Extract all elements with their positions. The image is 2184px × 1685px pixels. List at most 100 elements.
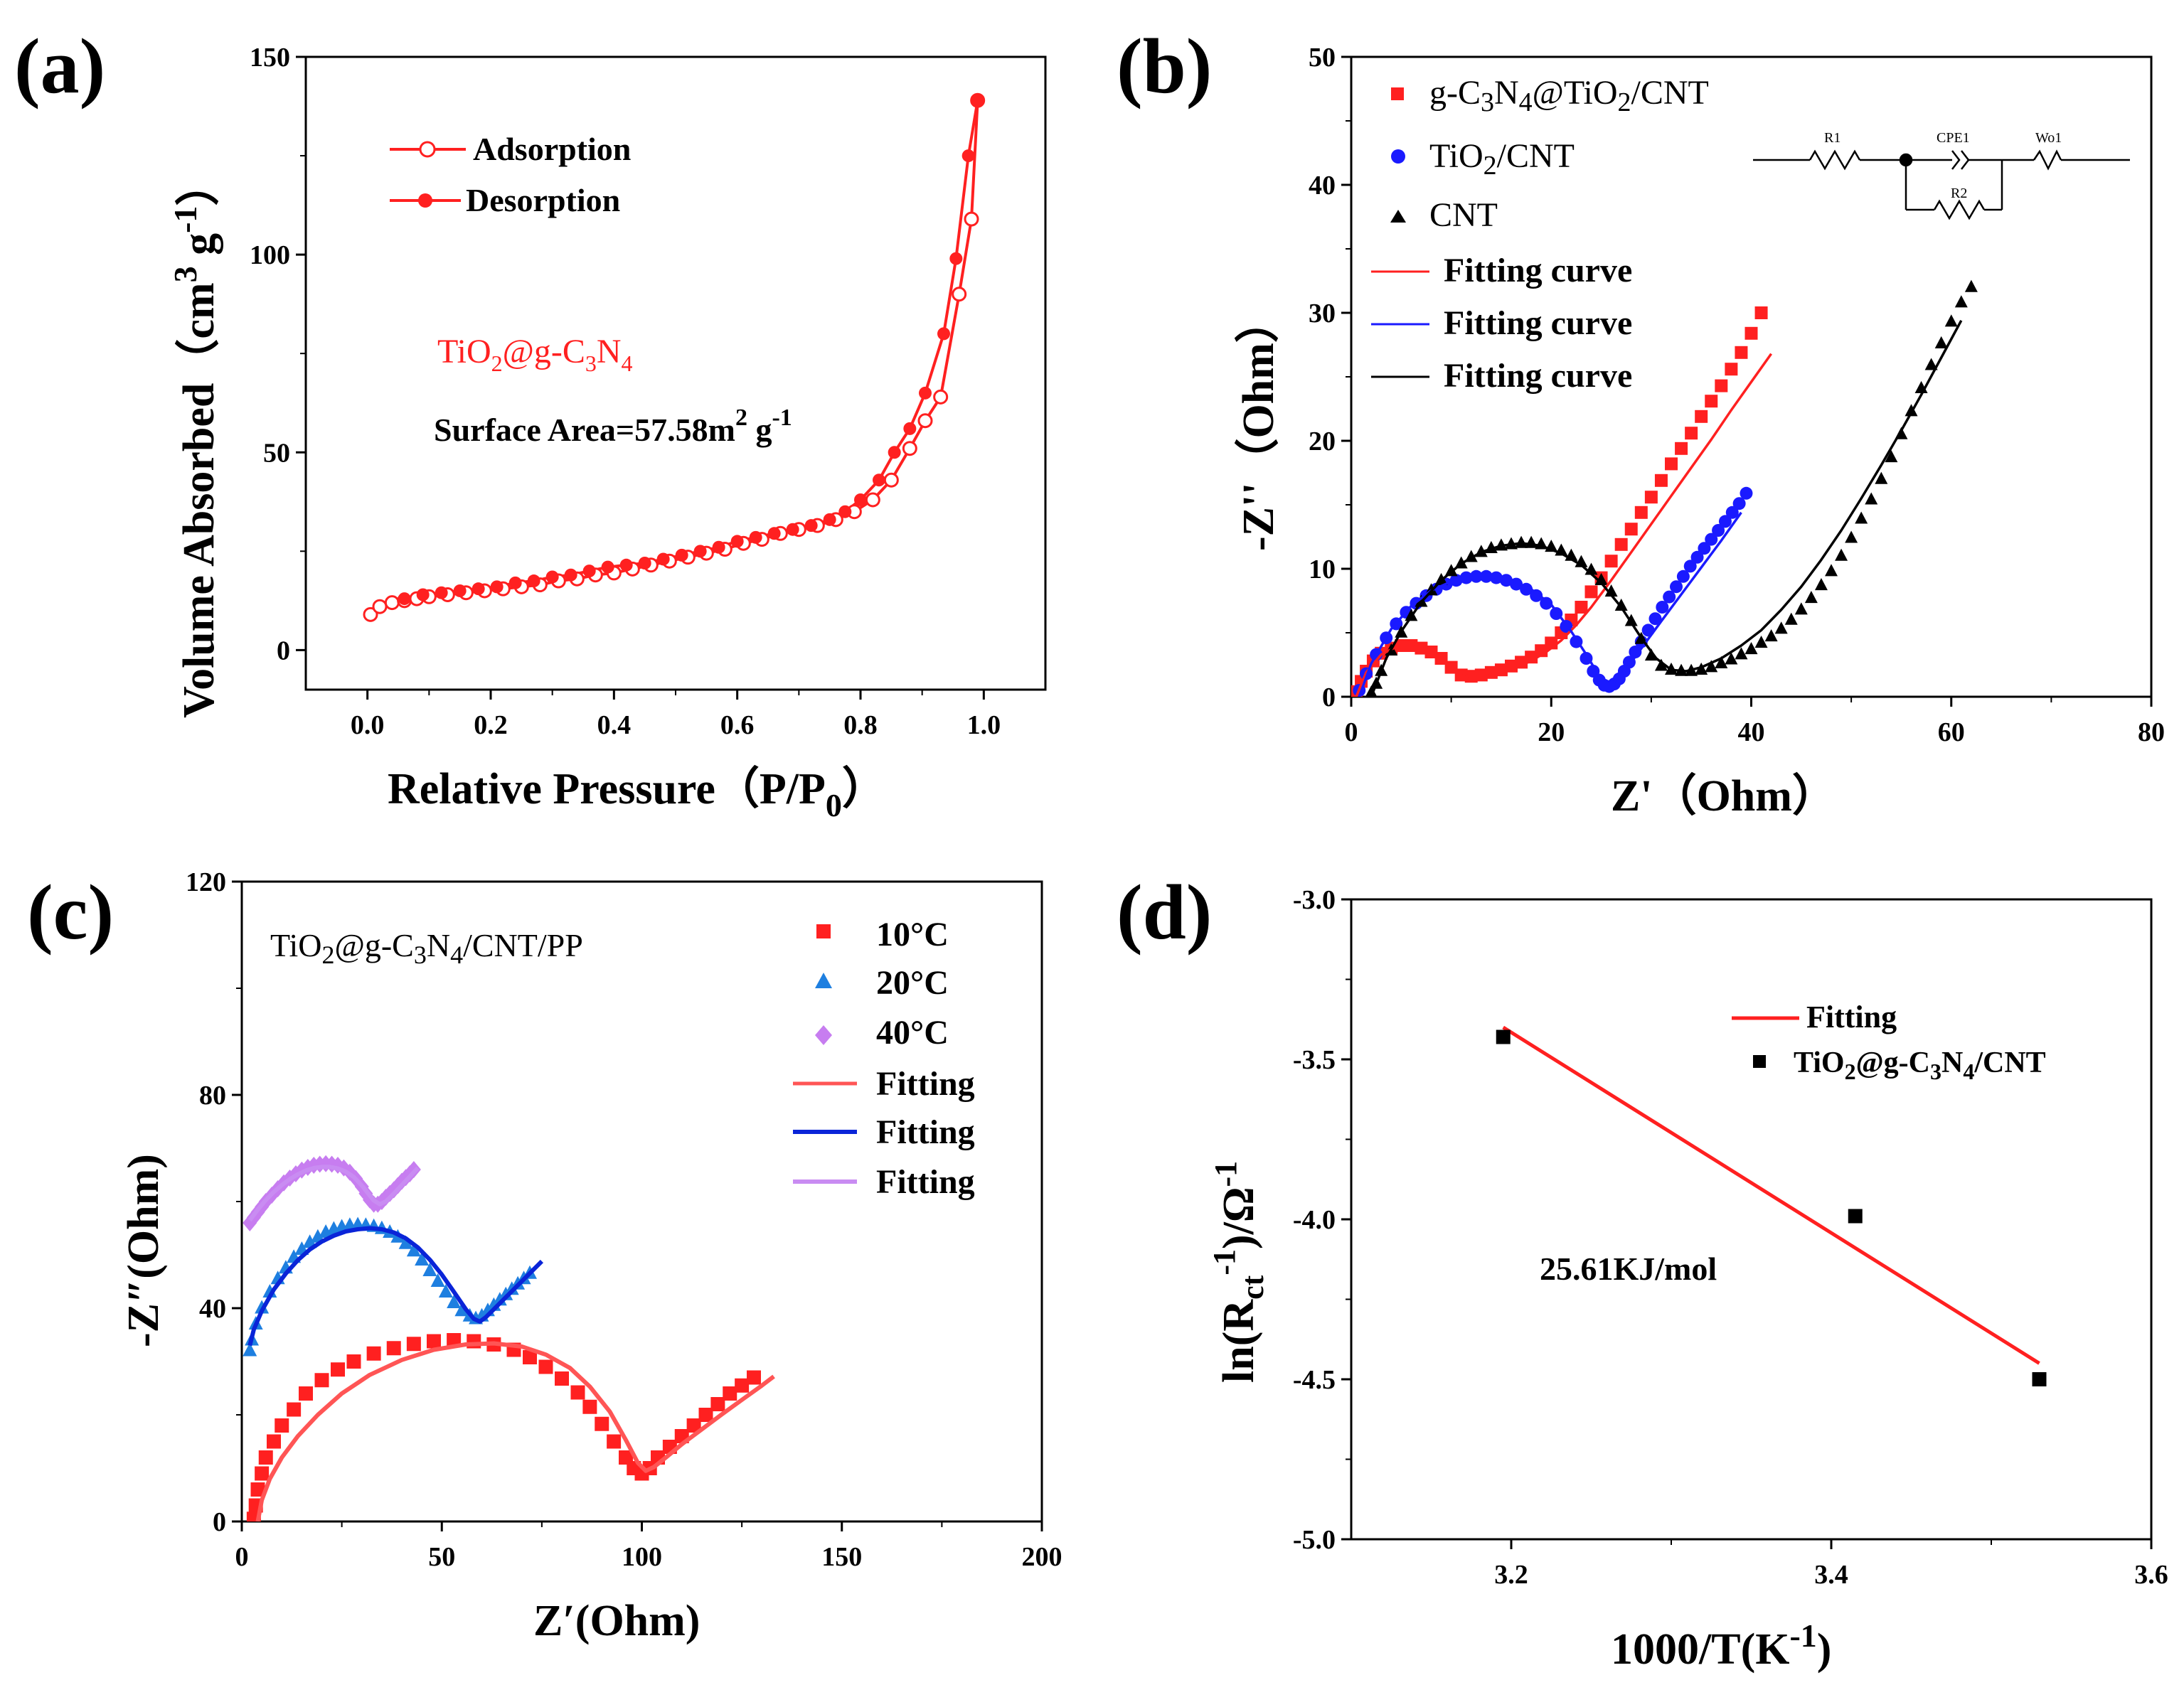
x-tick-label: 100 [622, 1542, 662, 1572]
panel-c-ylabel: -Z″(Ohm) [119, 1154, 168, 1347]
panel-d-ylabel: ln(Rct-1)/Ω-1 [1207, 1161, 1270, 1383]
adsorption-point [952, 287, 967, 302]
desorption-point [712, 540, 725, 554]
panel-d-activation-energy: 25.61KJ/mol [1540, 1251, 1717, 1287]
adsorption-point [902, 441, 917, 456]
y-tick-label: 80 [199, 1081, 226, 1111]
legend-c-10c-label: 10°C [876, 916, 949, 953]
fit-10c-curve [255, 1341, 775, 1521]
series-triangle-point [1944, 314, 1958, 327]
series-triangle-point [1604, 584, 1618, 597]
panel-a-label: (a) [14, 23, 105, 109]
series-triangle-point [1875, 471, 1888, 484]
desorption-point [619, 558, 633, 572]
desorption-point [527, 574, 540, 588]
series-square-point [386, 1341, 401, 1356]
desorption-point [919, 386, 932, 400]
series-triangle-point [415, 1252, 430, 1266]
series-triangle-point [1924, 358, 1938, 370]
panel-d-ticks: 3.2 3.4 3.6 -5.0 -4.5 -4.0 -3.5 -3.0 [1293, 885, 2168, 1590]
legend-b-black-label: CNT [1429, 196, 1498, 234]
circuit-label-r2: R2 [1951, 186, 1967, 201]
x-tick-label: 3.6 [2134, 1560, 2168, 1590]
legend-b-black-marker [1390, 210, 1406, 223]
y-tick-label: 50 [1309, 43, 1336, 73]
series-square-point [267, 1434, 281, 1449]
desorption-point [873, 474, 885, 487]
x-tick-label: 0.6 [720, 710, 755, 740]
panel-a-legend: Adsorption Desorption [390, 131, 631, 218]
series-circle-point [1530, 589, 1543, 602]
legend-b-blue-marker [1391, 149, 1405, 164]
y-tick-label: -3.0 [1293, 885, 1336, 915]
series-triangle-point [1505, 537, 1518, 550]
panel-b-ylabel: -Z''（Ohm） [1233, 299, 1283, 551]
series-square-point [1735, 346, 1748, 359]
legend-c-40c-label: 40°C [876, 1014, 949, 1052]
series-triangle-point [1614, 598, 1628, 611]
series-triangle-point [454, 1302, 469, 1317]
y-tick-label: 40 [199, 1294, 226, 1324]
series-square-point [1624, 523, 1638, 536]
panel-b-label: (b) [1117, 23, 1212, 109]
desorption-point [804, 519, 818, 533]
legend-b-fit-blue-label: Fitting curve [1444, 304, 1632, 342]
fit-black-curve [1370, 319, 1963, 697]
series-square-point [255, 1466, 270, 1481]
x-tick-label: 60 [1938, 717, 1965, 747]
x-tick-label: 0.2 [474, 710, 508, 740]
desorption-point [656, 552, 670, 566]
x-tick-label: 200 [1022, 1542, 1062, 1572]
series-circle-point [1705, 533, 1718, 546]
series-triangle-point [1954, 295, 1968, 308]
y-tick-label: 40 [1309, 171, 1336, 200]
x-tick-label: 1.0 [967, 710, 1001, 740]
series-triangle-point [422, 1263, 437, 1276]
series-square-point [1665, 457, 1678, 471]
series-square-point [406, 1337, 421, 1352]
series-square-point [1715, 379, 1728, 392]
series-square-point [1575, 601, 1588, 614]
y-tick-label: 150 [250, 43, 290, 73]
x-tick-label: 150 [821, 1542, 862, 1572]
series-square-point [698, 1408, 713, 1422]
arrhenius-fit-line [1502, 1025, 2040, 1365]
x-tick-label: 0.4 [597, 710, 632, 740]
legend-c-fit-blue-label: Fitting [876, 1113, 975, 1151]
panel-c-label: (c) [27, 869, 114, 956]
series-circle-point [1683, 560, 1697, 573]
y-tick-label: -4.5 [1293, 1365, 1336, 1395]
y-tick-label: -5.0 [1293, 1525, 1336, 1555]
fit-20c-curve [247, 1226, 544, 1347]
series-square-point [346, 1354, 361, 1369]
x-tick-label: 50 [428, 1542, 455, 1572]
circuit-label-cpe1: CPE1 [1937, 130, 1970, 146]
desorption-point [854, 493, 867, 506]
circuit-label-r1: R1 [1824, 130, 1841, 146]
series-triangle-point [1804, 591, 1818, 604]
series-circle-point [1648, 612, 1662, 626]
adsorption-point [964, 211, 979, 227]
series-square-point [686, 1418, 701, 1433]
panel-a-xlabel: Relative Pressure（P/P0） [388, 764, 886, 823]
legend-c-10c-marker [816, 924, 831, 938]
legend-d-point-label: TiO2@g-C3N4/CNT [1794, 1047, 2046, 1084]
legend-adsorption-marker [419, 141, 436, 158]
adsorption-point [883, 472, 899, 488]
series-circle-point [1629, 646, 1642, 658]
desorption-point [767, 527, 781, 540]
series-circle-point [1663, 590, 1676, 604]
desorption-point [582, 565, 596, 578]
desorption-point [838, 505, 852, 518]
desorption-point [472, 582, 485, 596]
y-tick-label: 0 [277, 636, 290, 665]
x-tick-label: 0 [235, 1542, 249, 1572]
arrhenius-point [2032, 1372, 2047, 1386]
x-tick-label: 40 [1738, 717, 1765, 747]
legend-desorption-label: Desorption [466, 182, 620, 218]
series-triangle-point [1774, 621, 1788, 634]
y-tick-label: 120 [186, 867, 226, 897]
series-triangle-point [1754, 636, 1768, 648]
series-triangle-point [1825, 564, 1838, 577]
desorption-point [453, 584, 467, 597]
